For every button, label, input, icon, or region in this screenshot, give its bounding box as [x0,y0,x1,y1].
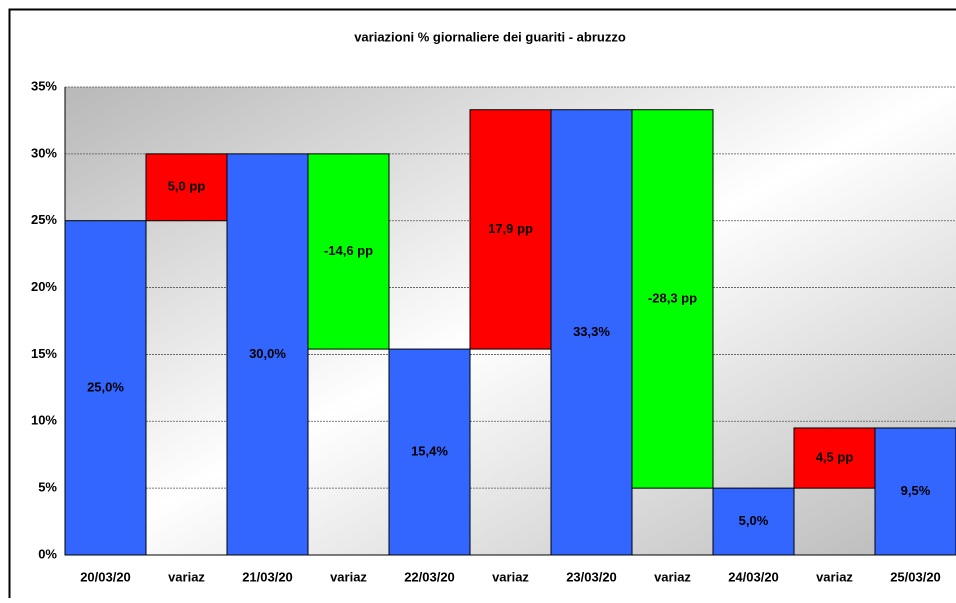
data-label: -14,6 pp [324,243,373,258]
x-tick-label: variaz [654,569,691,584]
y-tick-label: 25% [31,212,57,227]
x-tick-label: 24/03/20 [728,569,779,584]
data-label: -28,3 pp [648,290,697,305]
x-tick-label: variaz [168,569,205,584]
y-tick-label: 10% [31,413,57,428]
x-tick-label: variaz [492,569,529,584]
x-tick-label: 23/03/20 [566,569,617,584]
y-tick-label: 0% [38,546,57,561]
data-label: 4,5 pp [816,449,854,464]
x-tick-label: 25/03/20 [890,569,941,584]
x-tick-label: 20/03/20 [80,569,131,584]
x-tick-label: variaz [330,569,367,584]
y-tick-label: 30% [31,145,57,160]
x-tick-label: variaz [816,569,853,584]
data-label: 15,4% [411,443,448,458]
data-label: 5,0 pp [168,179,206,194]
data-label: 30,0% [249,346,286,361]
x-tick-label: 21/03/20 [242,569,293,584]
x-tick-label: 22/03/20 [404,569,455,584]
data-label: 5,0% [739,513,769,528]
data-label: 9,5% [901,483,931,498]
data-label: 17,9 pp [488,221,533,236]
data-label: 25,0% [87,379,124,394]
y-tick-label: 20% [31,279,57,294]
y-tick-label: 35% [31,78,57,93]
data-label: 33,3% [573,324,610,339]
y-tick-label: 5% [38,480,57,495]
chart-title: variazioni % giornaliere dei guariti - a… [354,29,626,44]
y-tick-label: 15% [31,346,57,361]
